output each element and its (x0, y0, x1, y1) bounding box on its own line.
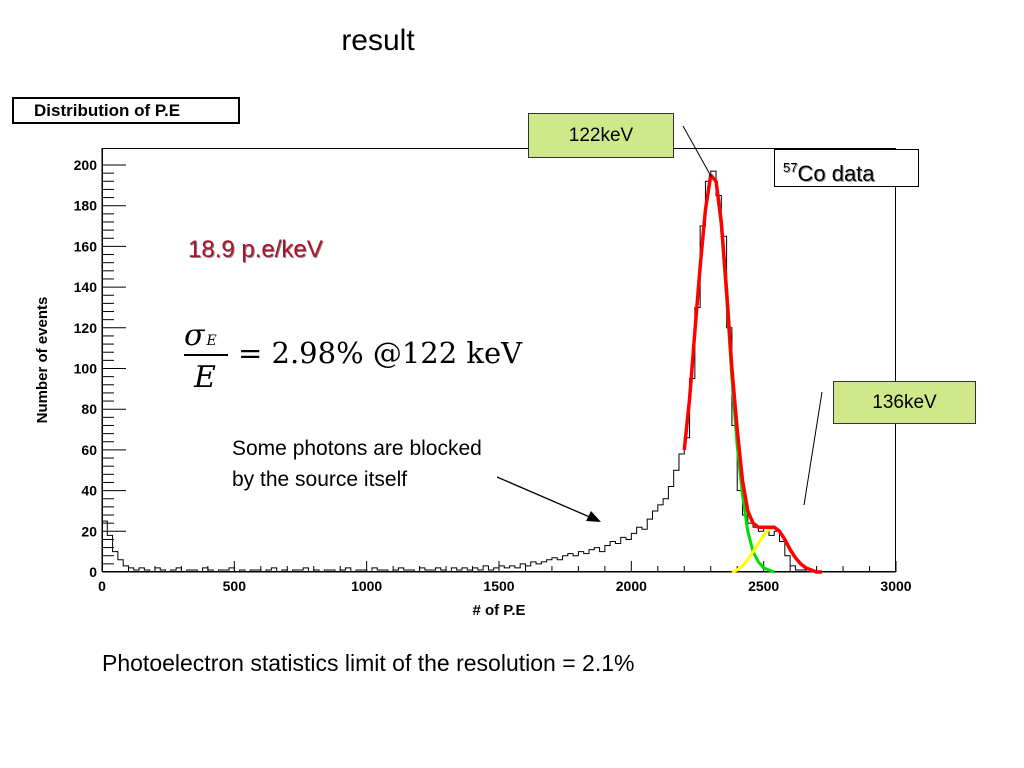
formula-subscript: E (206, 333, 217, 349)
x-axis-label: # of P.E (472, 602, 525, 619)
fit-curves (682, 173, 822, 574)
y-axis-label: Number of events (34, 297, 51, 424)
callout-136kev: 136keV (833, 381, 976, 424)
y-tick-label: 40 (81, 483, 97, 499)
callout-122kev: 122keV (528, 113, 674, 158)
y-tick-label: 80 (81, 401, 97, 417)
fit-curve-main-peak (714, 181, 775, 574)
formula-denominator: E (194, 360, 216, 395)
y-tick-label: 180 (74, 198, 98, 214)
y-tick-label: 20 (81, 523, 97, 539)
note-line-2: by the source itself (232, 468, 408, 491)
formula-rhs: = 2.98% @122 keV (238, 336, 523, 370)
y-tick-label: 140 (74, 279, 98, 295)
co57-superscript: 57 (783, 160, 798, 175)
fit-curve-total (682, 173, 822, 574)
x-tick-label: 2500 (748, 578, 779, 594)
axis-ticks: 0 500 1000 1500 2000 2500 3000 0 20 40 60 80 100 120 1… (74, 157, 912, 594)
formula-sigma: σ (184, 318, 205, 353)
y-tick-label: 200 (74, 157, 98, 173)
blocked-photons-note: Some photons are blocked by the source i… (232, 433, 482, 495)
note-line-1: Some photons are blocked (232, 437, 482, 460)
rate-annotation: 18.9 p.e/keV (188, 236, 323, 263)
y-tick-label: 120 (74, 320, 98, 336)
x-tick-label: 2000 (616, 578, 647, 594)
fit-curve-side-peak (731, 525, 787, 574)
co57-label-text: Co data (797, 161, 875, 186)
co57-label-box: 57Co data (774, 149, 919, 187)
x-tick-label: 0 (98, 578, 106, 594)
x-tick-label: 1000 (351, 578, 382, 594)
resolution-limit-footer: Photoelectron statistics limit of the re… (102, 650, 635, 676)
x-tick-label: 3000 (880, 578, 911, 594)
x-tick-label: 500 (223, 578, 247, 594)
formula-fraction-bar (184, 354, 228, 356)
y-tick-label: 100 (74, 361, 98, 377)
arrow-note-line (496, 476, 593, 519)
arrow-136-line (803, 391, 823, 506)
y-tick-label: 60 (81, 442, 97, 458)
y-tick-label: 160 (74, 238, 98, 254)
arrow-note-head (586, 511, 601, 522)
arrow-122-line (682, 125, 713, 179)
x-tick-label: 1500 (483, 578, 514, 594)
slide-title: result (341, 24, 415, 57)
y-tick-label: 0 (89, 564, 97, 580)
plot-title: Distribution of P.E (12, 97, 240, 124)
